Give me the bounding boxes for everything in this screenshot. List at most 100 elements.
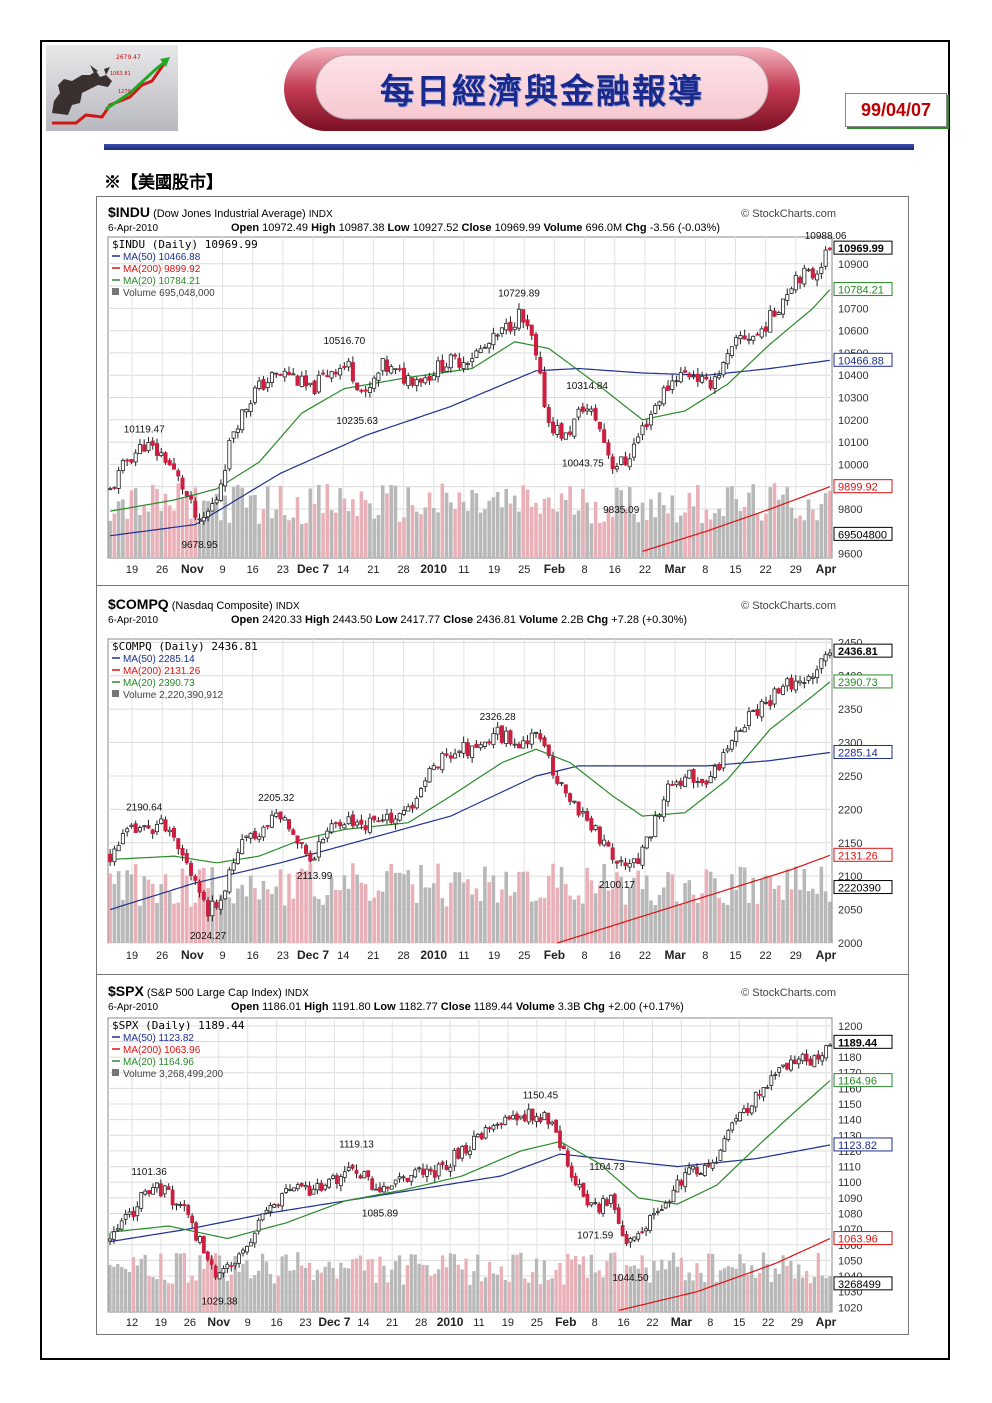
candle-body xyxy=(299,375,304,387)
candle-body xyxy=(460,1145,465,1159)
candle-body xyxy=(299,842,304,844)
volume-label: Volume xyxy=(544,222,586,234)
volume-bar xyxy=(249,1278,253,1312)
header-rule xyxy=(104,144,914,150)
candle-body xyxy=(823,249,828,267)
volume-bar xyxy=(461,882,466,943)
volume-bar xyxy=(470,489,474,558)
candle-body xyxy=(269,372,274,383)
x-tick-label: 21 xyxy=(386,1317,398,1329)
candle-body xyxy=(127,1211,132,1215)
candle-body xyxy=(730,1122,735,1131)
volume-bar xyxy=(570,1259,574,1312)
candle-body xyxy=(738,1111,742,1122)
chg-value: -3.56 (-0.03%) xyxy=(650,222,720,234)
volume-bar xyxy=(623,904,628,943)
x-tick-label: Mar xyxy=(671,1315,693,1329)
candle-body xyxy=(428,1168,433,1172)
candle-body xyxy=(260,1213,265,1221)
candle-body xyxy=(210,900,215,917)
candle-body xyxy=(597,1203,602,1213)
x-tick-label: Mar xyxy=(664,948,686,962)
volume-bar xyxy=(221,1272,226,1312)
volume-bar xyxy=(163,874,168,943)
chart-title-row: $COMPQ (Nasdaq Composite) INDX xyxy=(108,596,300,612)
value-tag-box xyxy=(833,1073,893,1088)
volume-bar xyxy=(632,877,636,943)
candle-body xyxy=(576,801,581,816)
volume-bar xyxy=(410,884,415,943)
candle-body xyxy=(699,1173,703,1175)
candle-body xyxy=(644,423,649,427)
candle-body xyxy=(257,380,262,389)
chg-label: Chg xyxy=(625,222,649,234)
candle-body xyxy=(308,852,313,862)
candle-body xyxy=(201,1235,206,1254)
volume-bar xyxy=(640,1255,644,1312)
candle-body xyxy=(776,312,781,315)
volume-bar xyxy=(700,523,704,558)
candle-body xyxy=(828,1044,832,1047)
volume-bar xyxy=(380,891,385,943)
candle-body xyxy=(325,375,330,378)
candle-body xyxy=(631,858,636,864)
volume-bar xyxy=(343,1267,347,1312)
candle-body xyxy=(659,1209,664,1211)
volume-bar xyxy=(150,883,155,943)
candle-body xyxy=(108,853,113,863)
candle-body xyxy=(282,817,287,821)
volume-bar xyxy=(393,1261,398,1312)
candle-body xyxy=(431,765,436,770)
volume-bar xyxy=(649,900,653,943)
candle-body xyxy=(274,812,279,817)
candle-body xyxy=(772,688,777,705)
value-tag: 1123.82 xyxy=(838,1140,877,1152)
volume-bar xyxy=(773,1268,777,1312)
candle-body xyxy=(372,377,377,389)
volume-bar xyxy=(551,509,555,558)
candle-body xyxy=(384,813,389,821)
volume-bar xyxy=(374,1282,378,1312)
candle-body xyxy=(644,836,649,849)
volume-bar xyxy=(734,890,738,943)
candle-body xyxy=(757,1094,762,1096)
volume-bar xyxy=(798,889,802,943)
candle-body xyxy=(193,500,198,518)
volume-bar xyxy=(696,903,700,943)
price-annotation: 1101.36 xyxy=(131,1167,167,1178)
volume-bar xyxy=(538,513,543,558)
volume-bar xyxy=(214,900,219,943)
volume-bar xyxy=(163,493,168,558)
volume-bar xyxy=(708,519,713,558)
volume-bar xyxy=(382,1265,386,1312)
candle-body xyxy=(143,1190,148,1195)
close-label: Close xyxy=(441,1001,474,1013)
volume-bar xyxy=(138,905,142,943)
candle-body xyxy=(542,737,547,747)
volume-bar xyxy=(167,1283,171,1312)
volume-bar xyxy=(687,492,692,558)
volume-bar xyxy=(227,897,232,943)
volume-bar xyxy=(386,1282,390,1312)
candle-body xyxy=(619,456,624,465)
volume-bar xyxy=(530,1272,535,1312)
candle-body xyxy=(593,1202,598,1204)
candle-body xyxy=(205,1251,210,1260)
candle-body xyxy=(487,1127,492,1130)
candle-body xyxy=(717,764,722,771)
volume-bar xyxy=(636,870,641,943)
legend-main: $INDU (Daily) 10969.99 xyxy=(112,238,258,251)
value-tag: 3268499 xyxy=(838,1279,881,1291)
candle-body xyxy=(810,676,815,679)
value-tag-box xyxy=(833,1137,893,1152)
volume-bar xyxy=(742,1263,746,1312)
candle-body xyxy=(546,744,551,757)
y-tick-label: 1100 xyxy=(838,1177,862,1189)
candle-body xyxy=(704,376,709,380)
volume-bar xyxy=(219,520,223,558)
chg-label: Chg xyxy=(583,1001,607,1013)
candle-body xyxy=(292,1187,296,1192)
volume-bar xyxy=(644,520,649,558)
volume-bar xyxy=(172,903,176,943)
title-banner xyxy=(284,47,800,131)
